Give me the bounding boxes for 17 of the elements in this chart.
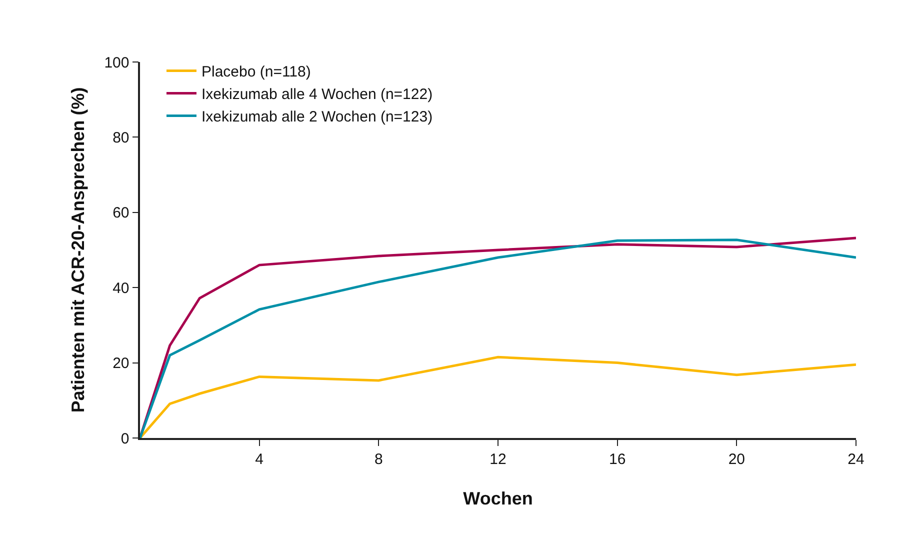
- y-tick-label: 20: [112, 355, 130, 372]
- x-tick-label: 16: [608, 450, 626, 468]
- y-tick-label: 40: [112, 280, 130, 297]
- x-tick-label: 8: [374, 450, 383, 468]
- legend-label: Ixekizumab alle 4 Wochen (n=122): [201, 86, 433, 104]
- y-tick-label: 100: [104, 54, 130, 72]
- x-tick-label: 20: [728, 450, 746, 468]
- x-tick-label: 12: [490, 450, 506, 468]
- legend-label: Ixekizumab alle 2 Wochen (n=123): [201, 108, 433, 126]
- legend-label: Placebo (n=118): [201, 64, 311, 81]
- y-tick-label: 80: [112, 129, 130, 146]
- x-axis-title: Wochen: [463, 488, 533, 508]
- y-axis-title: Patienten mit ACR-20-Ansprechen (%): [68, 87, 88, 413]
- x-tick-label: 24: [848, 450, 864, 468]
- y-tick-label: 0: [120, 430, 130, 448]
- y-tick-label: 60: [112, 204, 130, 222]
- x-tick-label: 4: [255, 450, 264, 468]
